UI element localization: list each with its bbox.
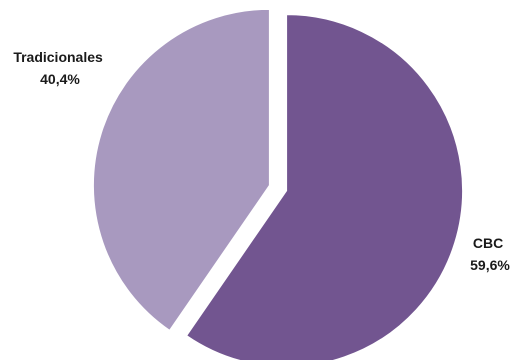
label-tradicionales-value: 40,4%	[40, 71, 80, 87]
pie-slices	[92, 8, 464, 360]
pie-slice-tradicionales	[92, 8, 270, 331]
label-cbc: CBC 59,6%	[470, 235, 510, 273]
label-tradicionales-name: Tradicionales	[13, 49, 103, 65]
label-cbc-value: 59,6%	[470, 257, 510, 273]
label-tradicionales: Tradicionales 40,4%	[13, 49, 106, 87]
label-cbc-name: CBC	[473, 235, 503, 251]
pie-slice-cbc	[186, 14, 464, 360]
